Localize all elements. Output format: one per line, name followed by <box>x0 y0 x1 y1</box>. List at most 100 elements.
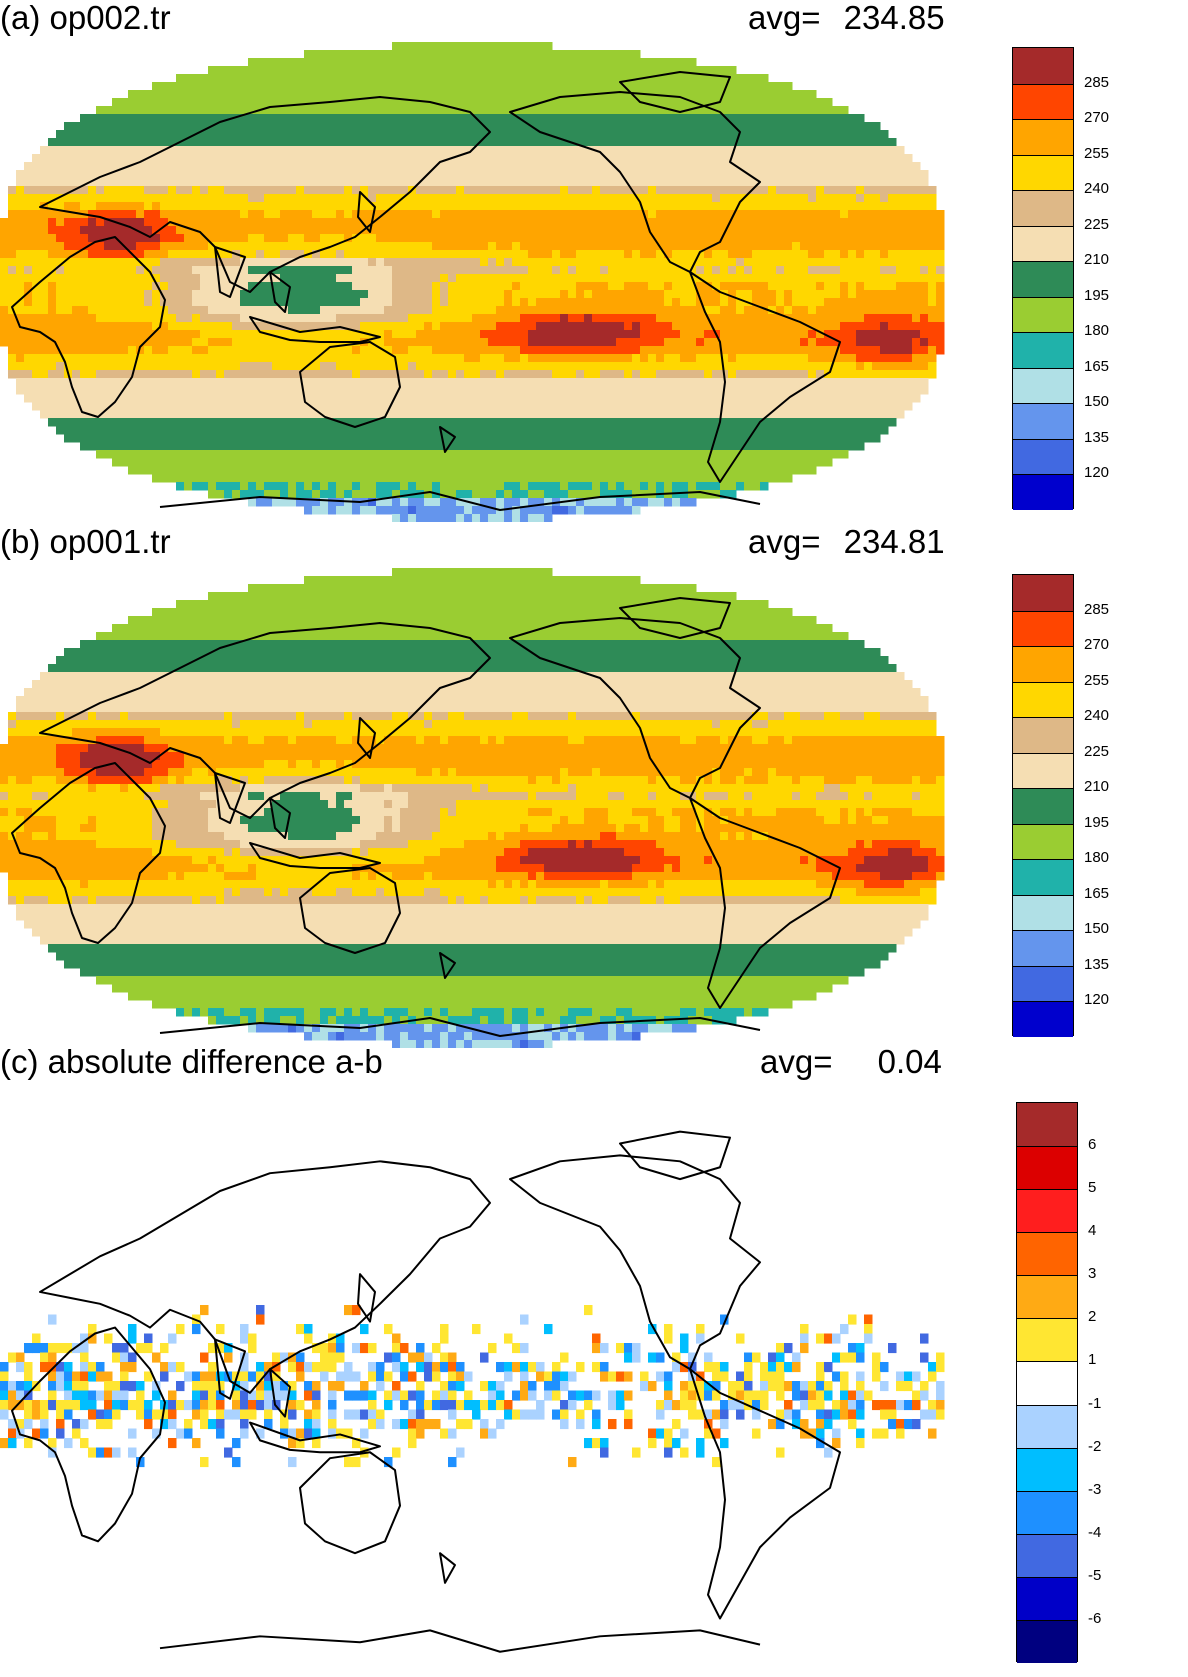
colorbar-tick-label: 285 <box>1084 600 1110 618</box>
colorbar-tick-label: 135 <box>1084 428 1110 446</box>
coastlines <box>12 1132 840 1652</box>
panel-average: avg= 234.85 <box>748 0 945 38</box>
panel-title: (c) absolute difference a-b <box>0 1043 383 1080</box>
avg-value: 0.04 <box>877 1043 942 1080</box>
colorbar-swatch <box>1013 752 1073 789</box>
colorbar-swatch <box>1017 1533 1077 1577</box>
colorbar-swatch <box>1017 1146 1077 1190</box>
panel-a: (a) op002.tr avg= 234.85 285 270 255 240 225… <box>0 0 1188 530</box>
colorbar-swatch <box>1017 1318 1077 1362</box>
colorbar-tick-label: -2 <box>1088 1437 1102 1455</box>
colorbar-tick-label: 210 <box>1084 251 1110 269</box>
colorbar-tick-label: -3 <box>1088 1480 1102 1498</box>
colorbar-swatch <box>1017 1361 1077 1405</box>
colorbar-tick-label: 120 <box>1084 991 1110 1009</box>
panel-average: avg= 234.81 <box>748 522 945 562</box>
colorbar-frame <box>1012 47 1074 510</box>
colorbar-tick-label: 180 <box>1084 322 1110 340</box>
colorbar-swatch <box>1017 1103 1077 1147</box>
avg-value: 234.81 <box>843 523 945 560</box>
panel-title: (a) op002.tr <box>0 0 171 36</box>
colorbar-tick-label: -5 <box>1088 1566 1102 1584</box>
colorbar-tick-label: 210 <box>1084 778 1110 796</box>
colorbar-tick-label: 135 <box>1084 955 1110 973</box>
colorbar-swatch <box>1013 610 1073 647</box>
coastlines <box>12 598 840 1036</box>
avg-label: avg= <box>760 1043 833 1080</box>
colorbar-swatch <box>1013 823 1073 860</box>
colorbar-swatch <box>1017 1447 1077 1491</box>
colorbar-tick-label: 6 <box>1088 1136 1097 1154</box>
colorbar-tick-label: 255 <box>1084 144 1110 162</box>
colorbar-tick-label: -6 <box>1088 1609 1102 1627</box>
colorbar-swatch <box>1013 788 1073 824</box>
colorbar-tick-label: 180 <box>1084 849 1110 867</box>
colorbar-swatch <box>1013 332 1073 368</box>
colorbar-tick-label: 270 <box>1084 636 1110 654</box>
colorbar-tick-label: 270 <box>1084 109 1110 127</box>
colorbar-tick-label: 255 <box>1084 671 1110 689</box>
colorbar-swatch <box>1013 965 1073 1002</box>
colorbar-tick-label: 165 <box>1084 357 1110 375</box>
colorbar-swatch <box>1013 575 1073 611</box>
colorbar-tick-label: 1 <box>1088 1351 1097 1369</box>
avg-label: avg= <box>748 523 821 560</box>
colorbar-tick-label: 150 <box>1084 920 1110 938</box>
panel-c: (c) absolute difference a-b avg= 0.04 6 5… <box>0 1043 1188 1677</box>
field-cells <box>0 568 945 1048</box>
panel-average: avg= 0.04 <box>760 1042 942 1082</box>
colorbar-swatch <box>1017 1490 1077 1534</box>
map-field <box>0 568 945 1048</box>
map-field <box>0 42 945 522</box>
colorbar-tick-label: 5 <box>1088 1179 1097 1197</box>
colorbar-swatch <box>1013 225 1073 262</box>
colorbar-swatch <box>1013 119 1073 155</box>
colorbar-swatch <box>1013 403 1073 439</box>
avg-value: 234.85 <box>843 0 945 36</box>
colorbar-swatch <box>1017 1189 1077 1233</box>
colorbar-swatch <box>1013 154 1073 191</box>
map-field <box>0 1096 945 1666</box>
colorbar-swatch <box>1013 48 1073 84</box>
colorbar-tick-label: 2 <box>1088 1308 1097 1326</box>
colorbar-swatch <box>1013 438 1073 475</box>
colorbar-tick-label: 150 <box>1084 393 1110 411</box>
colorbar-tick-label: 195 <box>1084 286 1110 304</box>
colorbar-tick-label: 240 <box>1084 180 1110 198</box>
colorbar-swatch <box>1013 261 1073 297</box>
avg-label: avg= <box>748 0 821 36</box>
colorbar-swatch <box>1013 894 1073 931</box>
coastlines <box>12 72 840 510</box>
colorbar-swatch <box>1017 1275 1077 1319</box>
colorbar-swatch <box>1013 646 1073 682</box>
colorbar-tick-label: 285 <box>1084 73 1110 91</box>
colorbar-frame <box>1012 574 1074 1037</box>
colorbar-swatch <box>1013 367 1073 404</box>
colorbar-swatch <box>1013 859 1073 895</box>
field-cells <box>0 1305 945 1468</box>
colorbar-tick-label: 195 <box>1084 813 1110 831</box>
colorbar-tick-label: 225 <box>1084 215 1110 233</box>
colorbar-swatch <box>1013 190 1073 226</box>
colorbar-swatch <box>1017 1404 1077 1448</box>
colorbar-tick-label: -4 <box>1088 1523 1102 1541</box>
colorbar-tick-label: 4 <box>1088 1222 1097 1240</box>
colorbar-tick-label: 240 <box>1084 707 1110 725</box>
colorbar-swatch <box>1013 296 1073 333</box>
colorbar-swatch <box>1013 83 1073 120</box>
colorbar-swatch <box>1017 1232 1077 1276</box>
colorbar-swatch <box>1013 717 1073 753</box>
colorbar-tick-label: -1 <box>1088 1394 1102 1412</box>
panel-b: (b) op001.tr avg= 234.81 285 270 255 240 225… <box>0 523 1188 1050</box>
colorbar-tick-label: 165 <box>1084 884 1110 902</box>
colorbar-swatch <box>1013 930 1073 966</box>
colorbar-tick-label: 225 <box>1084 742 1110 760</box>
colorbar-swatch <box>1013 681 1073 718</box>
colorbar-tick-label: 120 <box>1084 464 1110 482</box>
colorbar-tick-label: 3 <box>1088 1265 1097 1283</box>
colorbar-swatch <box>1017 1619 1077 1663</box>
colorbar-frame <box>1016 1102 1078 1663</box>
colorbar-swatch <box>1013 474 1073 510</box>
colorbar-swatch <box>1017 1576 1077 1620</box>
colorbar-swatch <box>1013 1001 1073 1037</box>
